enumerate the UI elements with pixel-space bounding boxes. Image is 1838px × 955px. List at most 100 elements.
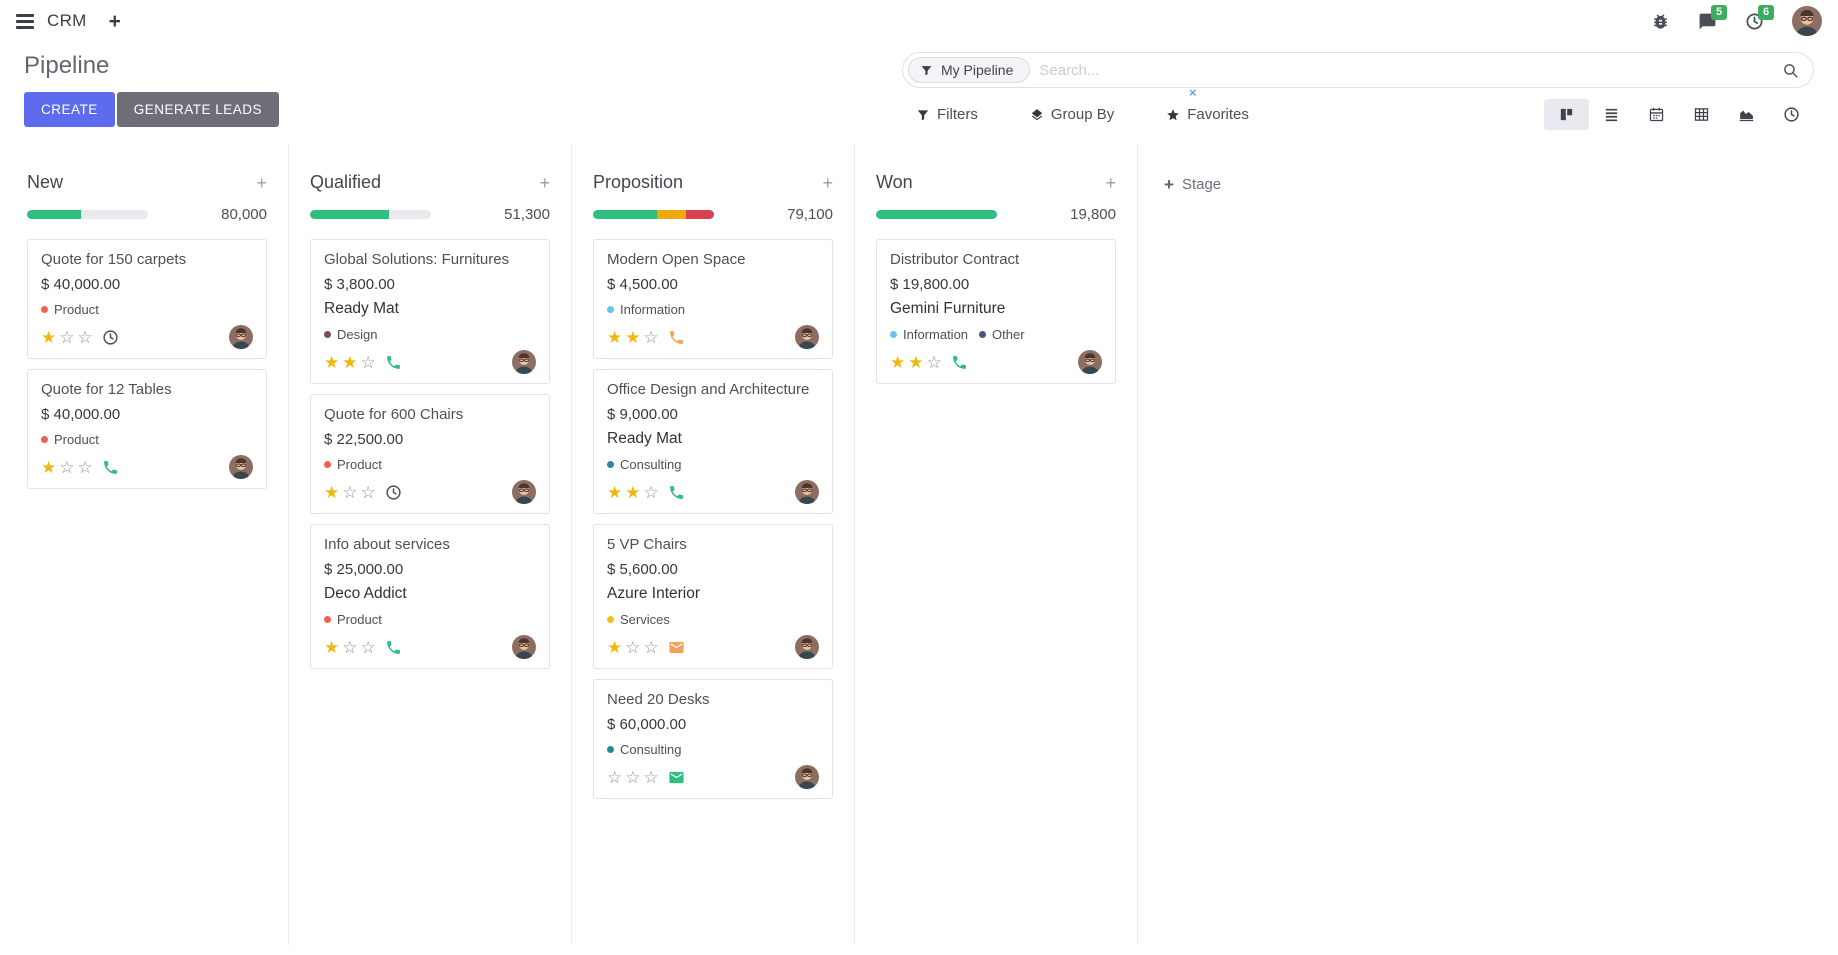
- pivot-view-icon[interactable]: [1679, 99, 1724, 130]
- activity-phone-icon[interactable]: [668, 329, 685, 346]
- priority-star-icon[interactable]: ☆: [643, 767, 659, 787]
- filters-button[interactable]: Filters: [916, 106, 978, 123]
- priority-star-icon[interactable]: ★: [324, 352, 340, 372]
- favorites-button[interactable]: Favorites: [1166, 106, 1249, 123]
- card-title: 5 VP Chairs: [607, 536, 687, 553]
- kanban-card[interactable]: Quote for 12 Tables $ 40,000.00 Product …: [27, 369, 267, 489]
- activity-phone-icon[interactable]: [385, 354, 402, 371]
- column-add-record-icon[interactable]: +: [256, 172, 267, 193]
- activity-phone-icon[interactable]: [668, 484, 685, 501]
- activity-clock-icon[interactable]: [102, 329, 119, 346]
- quick-add-icon[interactable]: +: [108, 9, 121, 33]
- kanban-card[interactable]: Need 20 Desks $ 60,000.00 Consulting ☆ ☆ ☆: [593, 679, 833, 799]
- priority-star-icon[interactable]: ☆: [342, 637, 358, 657]
- progress-segment[interactable]: [657, 210, 687, 219]
- priority-star-icon[interactable]: ☆: [342, 482, 358, 502]
- priority-star-icon[interactable]: ★: [625, 327, 641, 347]
- priority-star-icon[interactable]: ☆: [77, 327, 93, 347]
- apps-menu-icon[interactable]: [16, 13, 34, 29]
- add-stage-button[interactable]: + Stage: [1138, 144, 1221, 193]
- priority-star-icon[interactable]: ★: [41, 327, 57, 347]
- app-name[interactable]: CRM: [47, 11, 87, 30]
- priority-star-icon[interactable]: ★: [908, 352, 924, 372]
- card-tag: Other: [979, 327, 1025, 342]
- list-view-icon[interactable]: [1589, 99, 1634, 130]
- kanban-card[interactable]: 5 VP Chairs $ 5,600.00 Azure Interior Se…: [593, 524, 833, 669]
- progress-segment[interactable]: [593, 210, 658, 219]
- activity-envelope-icon[interactable]: [668, 639, 685, 656]
- priority-star-icon[interactable]: ★: [41, 457, 57, 477]
- column-add-record-icon[interactable]: +: [822, 172, 833, 193]
- progress-segment[interactable]: [27, 210, 82, 219]
- kanban-card[interactable]: Modern Open Space $ 4,500.00 Information…: [593, 239, 833, 359]
- debug-bug-icon[interactable]: [1651, 12, 1670, 31]
- salesperson-avatar[interactable]: [229, 325, 253, 349]
- priority-star-icon[interactable]: ★: [324, 482, 340, 502]
- priority-star-icon[interactable]: ☆: [360, 482, 376, 502]
- search-input[interactable]: [1039, 61, 1782, 79]
- kanban-card[interactable]: Quote for 150 carpets $ 40,000.00 Produc…: [27, 239, 267, 359]
- group-by-button[interactable]: Group By: [1030, 106, 1114, 123]
- salesperson-avatar[interactable]: [512, 350, 536, 374]
- activity-view-icon[interactable]: [1769, 99, 1814, 130]
- priority-star-icon[interactable]: ☆: [360, 637, 376, 657]
- column-add-record-icon[interactable]: +: [539, 172, 550, 193]
- priority-star-icon[interactable]: ★: [324, 637, 340, 657]
- column-progressbar[interactable]: [27, 210, 148, 219]
- kanban-card[interactable]: Global Solutions: Furnitures $ 3,800.00 …: [310, 239, 550, 384]
- kanban-card[interactable]: Distributor Contract $ 19,800.00 Gemini …: [876, 239, 1116, 384]
- activities-clock-icon[interactable]: 6: [1745, 4, 1775, 31]
- salesperson-avatar[interactable]: [795, 635, 819, 659]
- priority-star-icon[interactable]: ★: [890, 352, 906, 372]
- priority-star-icon[interactable]: ☆: [625, 637, 641, 657]
- priority-star-icon[interactable]: ☆: [77, 457, 93, 477]
- column-add-record-icon[interactable]: +: [1105, 172, 1116, 193]
- activity-phone-icon[interactable]: [102, 459, 119, 476]
- priority-star-icon[interactable]: ☆: [607, 767, 623, 787]
- search-facet-my-pipeline[interactable]: My Pipeline: [908, 57, 1031, 83]
- kanban-card[interactable]: Office Design and Architecture $ 9,000.0…: [593, 369, 833, 514]
- priority-star-icon[interactable]: ☆: [643, 637, 659, 657]
- activity-phone-icon[interactable]: [951, 354, 968, 371]
- priority-star-icon[interactable]: ★: [607, 327, 623, 347]
- priority-star-icon[interactable]: ★: [607, 637, 623, 657]
- priority-star-icon[interactable]: ★: [607, 482, 623, 502]
- activity-envelope-icon[interactable]: [668, 769, 685, 786]
- activity-phone-icon[interactable]: [385, 639, 402, 656]
- priority-star-icon[interactable]: ☆: [360, 352, 376, 372]
- salesperson-avatar[interactable]: [795, 765, 819, 789]
- progress-segment[interactable]: [876, 210, 997, 219]
- facet-remove-icon[interactable]: ×: [1189, 85, 1197, 100]
- progress-segment[interactable]: [686, 210, 714, 219]
- kanban-view-icon[interactable]: [1544, 99, 1589, 130]
- graph-view-icon[interactable]: [1724, 99, 1769, 130]
- priority-star-icon[interactable]: ☆: [59, 457, 75, 477]
- activity-clock-icon[interactable]: [385, 484, 402, 501]
- priority-star-icon[interactable]: ☆: [643, 327, 659, 347]
- priority-star-icon[interactable]: ☆: [59, 327, 75, 347]
- progress-segment[interactable]: [310, 210, 389, 219]
- priority-star-icon[interactable]: ☆: [926, 352, 942, 372]
- kanban-card[interactable]: Info about services $ 25,000.00 Deco Add…: [310, 524, 550, 669]
- salesperson-avatar[interactable]: [512, 635, 536, 659]
- salesperson-avatar[interactable]: [795, 480, 819, 504]
- salesperson-avatar[interactable]: [1078, 350, 1102, 374]
- search-icon[interactable]: [1782, 62, 1799, 79]
- priority-star-icon[interactable]: ☆: [643, 482, 659, 502]
- messages-icon[interactable]: 5: [1698, 4, 1728, 31]
- column-progressbar[interactable]: [310, 210, 431, 219]
- column-progressbar[interactable]: [876, 210, 997, 219]
- priority-star-icon[interactable]: ★: [342, 352, 358, 372]
- generate-leads-button[interactable]: GENERATE LEADS: [116, 92, 280, 127]
- salesperson-avatar[interactable]: [512, 480, 536, 504]
- salesperson-avatar[interactable]: [795, 325, 819, 349]
- salesperson-avatar[interactable]: [229, 455, 253, 479]
- column-progressbar[interactable]: [593, 210, 714, 219]
- priority-star-icon[interactable]: ☆: [625, 767, 641, 787]
- user-avatar[interactable]: [1792, 6, 1822, 36]
- create-button[interactable]: CREATE: [24, 92, 115, 127]
- kanban-card[interactable]: Quote for 600 Chairs $ 22,500.00 Product…: [310, 394, 550, 514]
- priority-star-icon[interactable]: ★: [625, 482, 641, 502]
- calendar-view-icon[interactable]: [1634, 99, 1679, 130]
- search-bar[interactable]: My Pipeline ×: [902, 52, 1814, 99]
